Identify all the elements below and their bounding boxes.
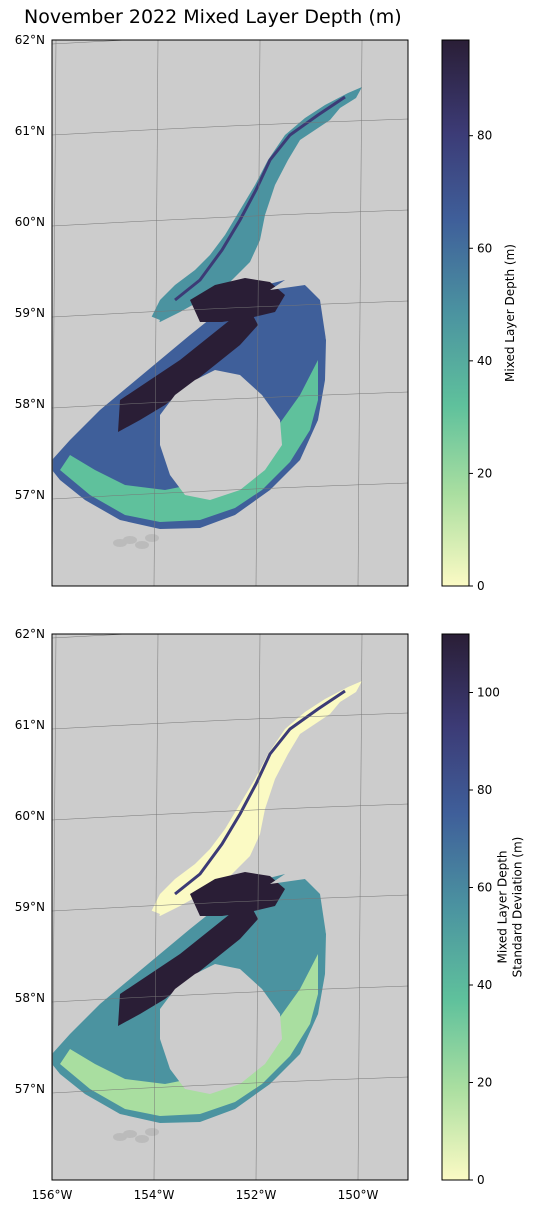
longitude-gridline	[357, 40, 363, 586]
longitude-gridline	[153, 40, 159, 586]
latitude-label: 57°N	[15, 1082, 45, 1096]
shelikof-strait	[118, 310, 258, 432]
latitude-label: 60°N	[15, 215, 45, 229]
longitude-gridline	[52, 40, 57, 586]
longitude-gridline	[255, 634, 261, 1180]
kenai-peninsula	[270, 819, 408, 934]
colorbar-label: Mixed Layer Depth (m)	[503, 244, 517, 382]
inlet-channel	[174, 689, 346, 896]
latitude-label: 57°N	[15, 488, 45, 502]
colorbar-tick-label: 0	[477, 1173, 485, 1187]
latitude-label: 62°N	[15, 627, 45, 641]
shelf-region	[60, 954, 318, 1116]
island	[123, 536, 137, 544]
alaska-peninsula	[52, 300, 160, 440]
colorbar-tick-label: 0	[477, 579, 485, 593]
colorbar	[441, 39, 470, 587]
island	[135, 541, 149, 549]
latitude-gridline	[52, 209, 408, 227]
colorbar-tick-label: 40	[477, 354, 492, 368]
colorbar-label: Mixed Layer Depth	[496, 850, 510, 963]
map-panel: 62°N 61°N 60°N 59°N 58°N 57°N 0 20 40 60 80 Mixed L…	[15, 33, 517, 593]
colorbar	[441, 633, 470, 1181]
colorbar-tick-label: 20	[477, 1076, 492, 1090]
longitude-gridline	[357, 634, 363, 1180]
cook-inlet	[150, 87, 362, 322]
colorbar-label: Standard Deviation (m)	[511, 837, 525, 978]
latitude-label: 58°N	[15, 397, 45, 411]
longitude-gridline	[153, 634, 159, 1180]
alaska-peninsula	[52, 894, 160, 1034]
map-content	[52, 40, 408, 586]
longitude-label: 150°W	[338, 1188, 379, 1202]
cook-inlet	[150, 681, 362, 916]
island	[123, 1130, 137, 1138]
map-panel: 62°N 61°N 60°N 59°N 58°N 57°N 156°W 154°W 152°W 1…	[15, 627, 525, 1202]
colorbar-tick-label: 80	[477, 129, 492, 143]
latitude-label: 59°N	[15, 306, 45, 320]
colorbar-tick-label: 60	[477, 881, 492, 895]
latitude-label: 60°N	[15, 809, 45, 823]
colorbar-tick-label: 20	[477, 466, 492, 480]
latitude-gridline	[52, 1076, 408, 1094]
island	[145, 534, 159, 542]
inlet-channel	[174, 95, 346, 302]
kenai-peninsula	[270, 225, 408, 340]
latitude-label: 61°N	[15, 718, 45, 732]
longitude-gridline	[255, 40, 261, 586]
colorbar-tick-label: 100	[477, 686, 500, 700]
colorbar-tick-label: 60	[477, 241, 492, 255]
lower-inlet-deep	[190, 872, 285, 916]
latitude-gridline	[52, 118, 408, 136]
island	[135, 1135, 149, 1143]
latitude-gridline	[52, 482, 408, 500]
longitude-label: 156°W	[32, 1188, 73, 1202]
kodiak-island	[160, 370, 282, 500]
shelf-region	[60, 360, 318, 522]
map-frame	[51, 633, 409, 1181]
kodiak-island	[160, 964, 282, 1094]
latitude-gridline	[52, 985, 408, 1003]
colorbar-tick-label: 40	[477, 978, 492, 992]
longitude-label: 154°W	[134, 1188, 175, 1202]
shelikof-strait	[118, 904, 258, 1026]
latitude-gridline	[52, 712, 408, 730]
latitude-gridline	[52, 894, 408, 912]
figure-title: November 2022 Mixed Layer Depth (m)	[24, 6, 402, 28]
longitude-label: 152°W	[236, 1188, 277, 1202]
map-frame	[51, 39, 409, 587]
longitude-gridline	[52, 634, 57, 1180]
colorbar-tick-label: 80	[477, 783, 492, 797]
latitude-label: 62°N	[15, 33, 45, 47]
map-content	[52, 634, 408, 1180]
latitude-label: 58°N	[15, 991, 45, 1005]
latitude-label: 61°N	[15, 124, 45, 138]
island	[145, 1128, 159, 1136]
latitude-gridline	[52, 803, 408, 821]
latitude-gridline	[52, 391, 408, 409]
lower-inlet-deep	[190, 278, 285, 322]
latitude-gridline	[52, 40, 132, 45]
latitude-gridline	[52, 634, 132, 639]
latitude-label: 59°N	[15, 900, 45, 914]
latitude-gridline	[52, 300, 408, 318]
